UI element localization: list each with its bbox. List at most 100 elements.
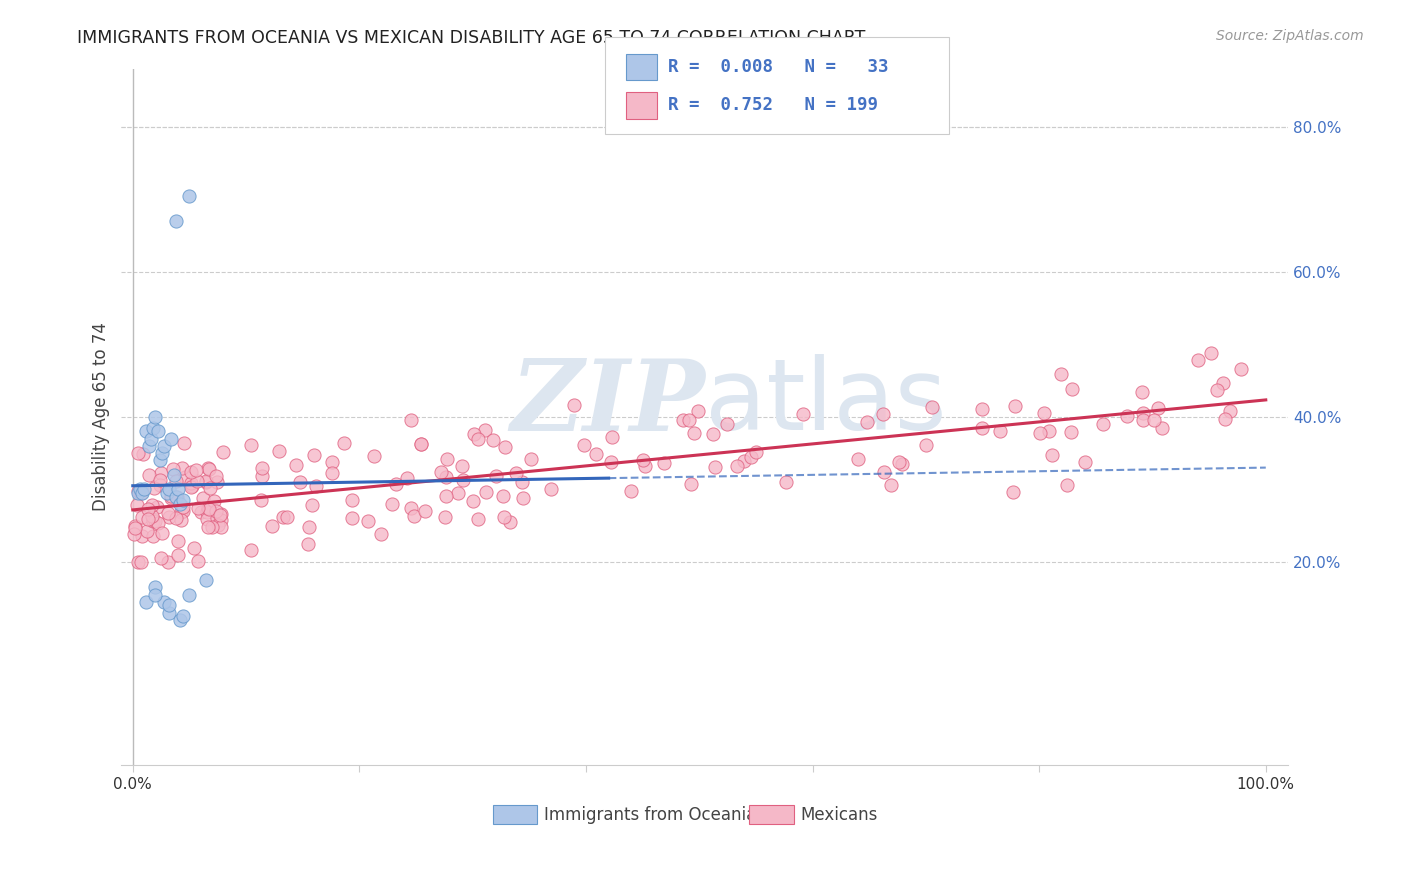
Point	[1060, 382, 1083, 396]
Text: atlas: atlas	[704, 354, 946, 451]
Point	[145, 409, 167, 424]
Point	[153, 439, 176, 453]
Point	[1092, 417, 1115, 432]
Point	[915, 438, 938, 452]
Point	[240, 438, 263, 452]
Point	[149, 453, 172, 467]
Point	[1146, 401, 1168, 416]
Point	[433, 510, 456, 524]
Point	[585, 447, 607, 461]
Point	[129, 486, 152, 500]
Point	[124, 527, 146, 541]
Point	[678, 412, 700, 426]
Point	[1130, 384, 1153, 399]
Point	[240, 542, 263, 557]
Point	[157, 483, 180, 497]
Point	[1187, 353, 1209, 368]
Point	[921, 401, 943, 415]
Point	[846, 452, 869, 467]
Point	[1029, 426, 1052, 441]
Point	[179, 588, 201, 602]
Point	[510, 475, 533, 489]
Point	[1056, 478, 1078, 492]
Point	[157, 510, 180, 524]
Point	[127, 486, 149, 500]
Point	[195, 511, 218, 525]
Point	[1132, 406, 1154, 420]
Point	[150, 551, 173, 566]
Point	[702, 427, 724, 442]
Point	[197, 462, 219, 476]
Point	[135, 524, 157, 538]
Point	[399, 500, 422, 515]
Point	[156, 486, 179, 500]
Point	[211, 445, 233, 459]
Point	[165, 490, 187, 504]
Text: Mexicans: Mexicans	[800, 805, 877, 823]
Point	[202, 494, 225, 508]
Point	[166, 491, 188, 505]
Point	[301, 498, 323, 512]
Point	[305, 479, 328, 493]
Y-axis label: Disability Age 65 to 74: Disability Age 65 to 74	[93, 322, 110, 511]
Point	[127, 445, 149, 459]
Point	[180, 480, 202, 494]
Point	[512, 491, 534, 506]
Point	[172, 461, 194, 475]
Point	[127, 555, 149, 569]
Point	[475, 484, 498, 499]
Point	[290, 475, 312, 489]
Point	[679, 477, 702, 491]
Point	[145, 580, 167, 594]
Point	[165, 511, 187, 525]
Point	[463, 494, 485, 508]
Point	[716, 417, 738, 431]
Point	[873, 465, 896, 479]
Point	[197, 500, 219, 515]
Point	[285, 458, 308, 472]
Point	[1150, 421, 1173, 435]
Point	[269, 444, 291, 458]
Point	[988, 424, 1011, 438]
Point	[725, 459, 748, 474]
Point	[740, 450, 762, 465]
Point	[1050, 367, 1073, 381]
Point	[972, 401, 994, 416]
Point	[170, 513, 193, 527]
Point	[887, 455, 910, 469]
Point	[172, 503, 194, 517]
Point	[138, 468, 160, 483]
Point	[357, 514, 380, 528]
Point	[197, 460, 219, 475]
Point	[302, 448, 325, 462]
Point	[505, 467, 527, 481]
Point	[169, 497, 191, 511]
Point	[1116, 409, 1139, 423]
Point	[733, 454, 755, 468]
Point	[136, 512, 159, 526]
Point	[682, 426, 704, 441]
Point	[775, 475, 797, 489]
Text: IMMIGRANTS FROM OCEANIA VS MEXICAN DISABILITY AGE 65 TO 74 CORRELATION CHART: IMMIGRANTS FROM OCEANIA VS MEXICAN DISAB…	[77, 29, 866, 46]
Point	[146, 425, 169, 439]
Text: Immigrants from Oceania: Immigrants from Oceania	[544, 805, 756, 823]
Point	[124, 519, 146, 533]
Point	[891, 457, 914, 471]
Point	[436, 451, 458, 466]
Point	[1143, 413, 1166, 427]
Point	[172, 493, 194, 508]
Point	[201, 519, 224, 533]
Point	[165, 214, 187, 228]
Point	[187, 500, 209, 515]
Point	[1004, 399, 1026, 413]
Point	[146, 516, 169, 530]
Point	[145, 588, 167, 602]
Point	[157, 606, 180, 620]
Point	[187, 554, 209, 568]
Point	[492, 509, 515, 524]
Point	[156, 506, 179, 520]
Point	[195, 475, 218, 489]
Point	[297, 537, 319, 551]
Point	[129, 555, 152, 569]
Point	[491, 489, 513, 503]
